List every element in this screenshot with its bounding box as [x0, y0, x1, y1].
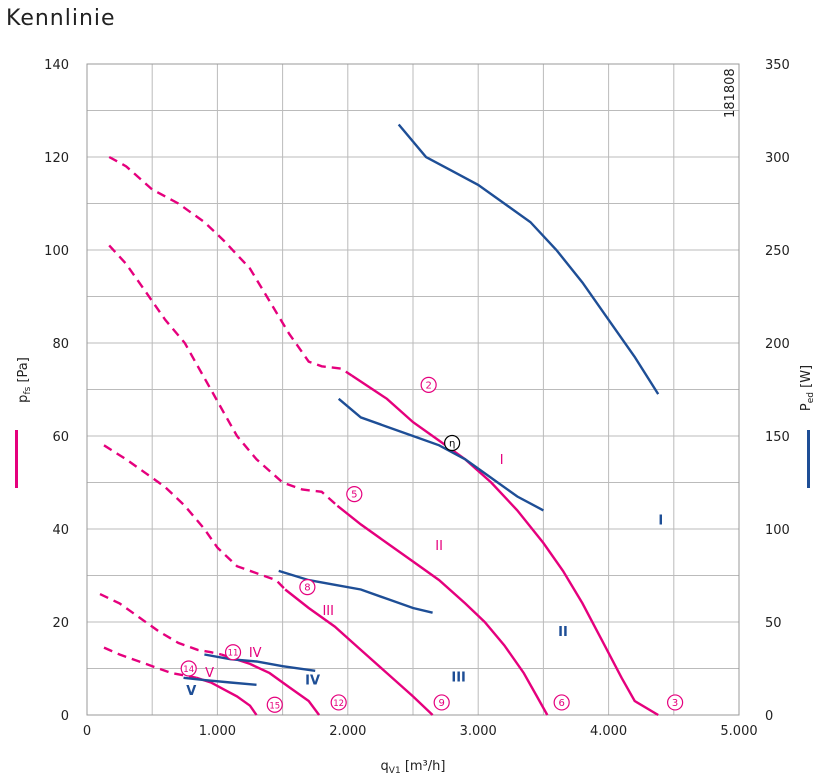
- y-right-tick-label: 200: [765, 337, 790, 352]
- operating-point-marker: [420, 376, 437, 393]
- operating-point-marker: [180, 660, 197, 677]
- operating-point-label: 5: [351, 490, 357, 501]
- operating-point-marker: [330, 694, 347, 711]
- y-left-tick-label: 20: [52, 616, 69, 631]
- operating-point-marker: [224, 644, 242, 661]
- power-curve: [183, 676, 257, 686]
- y-left-tick-label: 100: [44, 244, 69, 259]
- operating-point-label: 12: [333, 699, 344, 709]
- pressure-curve-dashed: [108, 244, 339, 507]
- operating-point-label: 3: [672, 698, 678, 709]
- pressure-curve-label: II: [435, 539, 443, 554]
- plot-frame: [86, 63, 740, 716]
- pressure-curve-label: III: [322, 604, 334, 619]
- power-curve: [397, 123, 660, 395]
- power-curve-label: I: [658, 513, 663, 528]
- operating-point-marker: [433, 694, 450, 711]
- pressure-color-key: [15, 430, 18, 488]
- y-left-tick-label: 40: [52, 523, 69, 538]
- x-tick-label: 3.000: [460, 724, 497, 739]
- left-axis-subscript: fs: [23, 386, 33, 394]
- pressure-curve-dashed: [99, 593, 222, 656]
- right-axis-symbol: P: [799, 403, 814, 411]
- x-tick-label: 4.000: [590, 724, 627, 739]
- power-curve-label: III: [451, 671, 466, 686]
- y-left-tick-label: 80: [52, 337, 69, 352]
- right-axis-subscript: ed: [806, 392, 816, 403]
- y-left-tick-label: 140: [44, 58, 69, 73]
- left-axis-symbol: p: [16, 395, 31, 403]
- pressure-curve: [351, 374, 659, 717]
- operating-point-label: 6: [558, 698, 564, 709]
- y-left-tick-label: 0: [61, 709, 69, 724]
- pressure-curve: [220, 653, 321, 716]
- operating-point-label: 15: [269, 701, 280, 711]
- pressure-curve-dashed: [108, 155, 353, 377]
- y-right-tick-label: 50: [765, 616, 782, 631]
- power-curve-label: IV: [305, 673, 320, 688]
- operating-point-marker: [553, 694, 570, 711]
- power-curve-label: II: [558, 625, 568, 640]
- operating-point-marker: [266, 696, 283, 713]
- pressure-curve: [196, 676, 258, 716]
- right-axis-unit: [W]: [799, 365, 814, 392]
- tick-labels: 0 1.000 2.000 3.000 4.000 5.00002040608010012…: [44, 58, 790, 739]
- pressure-curve-label: I: [500, 453, 504, 468]
- left-axis-label: pfs [Pa]: [16, 357, 33, 403]
- y-left-tick-label: 120: [44, 151, 69, 166]
- operating-point-label: 9: [439, 698, 445, 709]
- pressure-curve: [336, 504, 549, 716]
- pressure-curve: [284, 588, 434, 716]
- chart-id-label: 181808: [723, 68, 738, 118]
- operating-point-label: 11: [228, 649, 239, 659]
- pressure-curve-label: V: [205, 666, 214, 681]
- y-right-tick-label: 0: [765, 709, 773, 724]
- operating-point-marker: [667, 694, 684, 711]
- operating-point-label: 2: [425, 380, 431, 391]
- x-axis-label: qV1 [m³/h]: [381, 759, 446, 776]
- operating-point-marker: [346, 486, 363, 503]
- operating-point-label: 14: [183, 665, 194, 675]
- right-axis-label: Ped [W]: [799, 365, 816, 411]
- y-right-tick-label: 150: [765, 430, 790, 445]
- page-title: Kennlinie: [6, 6, 116, 31]
- power-curve-label: V: [186, 684, 196, 699]
- left-axis-unit: [Pa]: [16, 357, 31, 387]
- x-tick-label: 0: [83, 724, 91, 739]
- y-right-tick-label: 100: [765, 523, 790, 538]
- x-axis-unit: [m³/h]: [401, 759, 446, 774]
- power-curve: [337, 397, 544, 512]
- pressure-curve-dashed: [103, 444, 287, 591]
- x-tick-label: 1.000: [199, 724, 236, 739]
- y-left-tick-label: 60: [52, 430, 69, 445]
- operating-point-marker: [444, 434, 461, 452]
- pressure-curve-dashed: [103, 646, 197, 679]
- y-right-tick-label: 350: [765, 58, 790, 73]
- x-axis-symbol: q: [381, 759, 389, 774]
- operating-point-label: 8: [304, 583, 310, 594]
- operating-point-marker: [299, 579, 316, 596]
- operating-point-label: η: [449, 438, 455, 449]
- grid: [86, 63, 740, 716]
- power-curve: [204, 653, 316, 672]
- y-right-tick-label: 300: [765, 151, 790, 166]
- x-tick-label: 5.000: [720, 724, 757, 739]
- power-color-key: [807, 430, 810, 488]
- x-tick-label: 2.000: [329, 724, 366, 739]
- pressure-curve-label: IV: [249, 646, 262, 661]
- curves: [99, 123, 660, 717]
- x-axis-subscript: V1: [389, 766, 401, 776]
- y-right-tick-label: 250: [765, 244, 790, 259]
